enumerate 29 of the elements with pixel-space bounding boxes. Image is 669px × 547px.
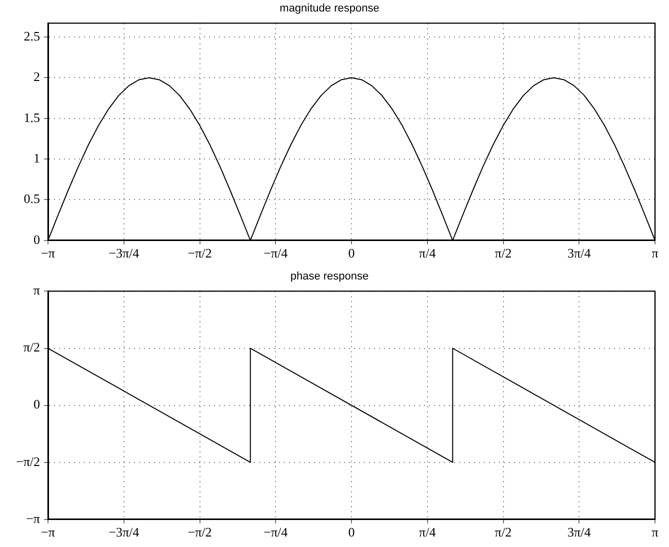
y-tick-label: 2 [34,69,40,84]
x-tick-label: π/4 [419,524,436,540]
chart-title: phase response [290,270,369,283]
y-tick-label: 0.5 [24,191,40,206]
y-tick-label: 1.5 [24,110,40,125]
y-tick-label: 0 [34,232,40,247]
x-tick-label: π/2 [494,524,512,540]
x-tick-label: −π/2 [188,246,212,261]
chart-title: magnitude response [280,2,380,15]
y-tick-label: −π/2 [16,454,40,469]
x-tick-label: −3π/4 [108,246,140,261]
x-tick-label: 3π/4 [568,246,592,261]
x-tick-label: −π/4 [264,246,288,261]
x-tick-label: π/2 [494,246,512,261]
x-tick-label: 0 [348,524,355,540]
y-tick-label: 1 [34,150,40,166]
x-tick-label: π [652,246,659,261]
y-tick-label: −π [26,510,40,526]
y-tick-label: 0 [34,396,40,412]
x-tick-label: 3π/4 [568,524,592,540]
x-tick-label: −π/2 [188,524,212,540]
x-tick-label: π [652,524,659,540]
y-tick-label: π [33,282,40,298]
y-tick-label: 2.5 [24,28,40,44]
y-tick-label: π/2 [23,340,40,355]
x-tick-label: 0 [348,246,355,261]
x-tick-label: −π/4 [264,524,288,540]
x-tick-label: π/4 [419,246,436,261]
x-tick-label: −3π/4 [108,524,140,540]
